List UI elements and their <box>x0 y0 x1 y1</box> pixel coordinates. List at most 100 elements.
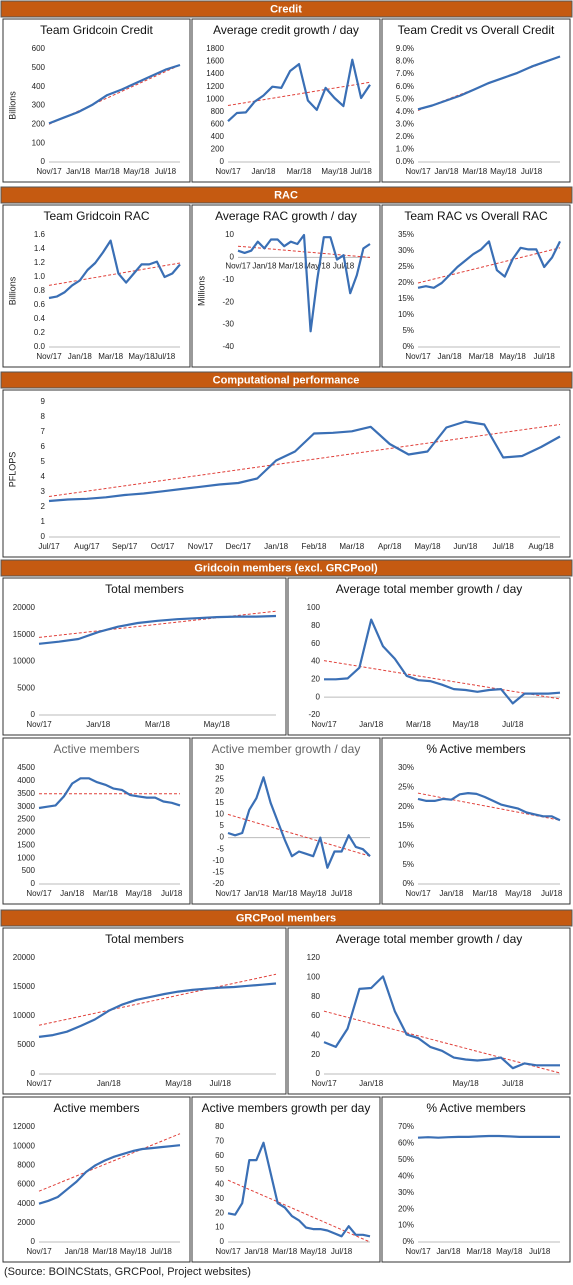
trend-line <box>48 424 561 497</box>
x-tick-label: Jul/18 <box>151 1247 173 1256</box>
y-tick-label: 1.2 <box>34 258 46 267</box>
y-tick-label: 7 <box>41 427 46 436</box>
y-tick-label: 20% <box>398 1204 414 1213</box>
x-tick-label: May/18 <box>165 1079 192 1088</box>
y-tick-label: 25% <box>398 782 414 791</box>
y-axis-label: PFLOPS <box>7 452 17 488</box>
y-tick-label: 0 <box>31 710 36 719</box>
y-tick-label: 3500 <box>17 789 35 798</box>
y-tick-label: -5 <box>217 844 225 853</box>
y-tick-label: 0 <box>41 157 46 166</box>
y-tick-label: 120 <box>307 953 321 962</box>
y-tick-label: -30 <box>222 320 234 329</box>
y-tick-label: 40 <box>311 1030 320 1039</box>
y-tick-label: 20% <box>398 278 414 287</box>
y-tick-label: 1000 <box>17 853 35 862</box>
chart-panel <box>381 1096 571 1263</box>
x-tick-label: Jul/18 <box>529 1247 551 1256</box>
chart-title: Active members growth per day <box>202 1101 371 1115</box>
data-line <box>38 777 181 810</box>
x-tick-label: May/18 <box>490 167 517 176</box>
y-tick-label: 20 <box>215 1208 224 1217</box>
data-line <box>38 1144 181 1205</box>
x-tick-label: Jul/17 <box>38 542 60 551</box>
x-tick-label: Jul/18 <box>541 889 563 898</box>
x-tick-label: Mar/18 <box>95 167 120 176</box>
y-tick-label: 6000 <box>17 1180 35 1189</box>
x-tick-label: Jan/18 <box>439 889 464 898</box>
x-tick-label: Jan/18 <box>68 352 93 361</box>
section-header <box>0 559 573 577</box>
y-tick-label: 10 <box>215 1223 224 1232</box>
data-line <box>237 233 371 333</box>
data-line <box>324 618 561 705</box>
x-tick-label: Apr/18 <box>378 542 402 551</box>
y-tick-label: 60 <box>311 639 320 648</box>
y-tick-label: 80 <box>311 621 320 630</box>
y-tick-label: 1500 <box>17 840 35 849</box>
y-axis-label: Billions <box>7 276 17 305</box>
x-tick-label: May/18 <box>496 1247 523 1256</box>
y-tick-label: 300 <box>32 101 46 110</box>
y-axis-label: Billions <box>7 91 17 120</box>
chart-title: Team Gridcoin Credit <box>40 23 153 37</box>
chart-title: % Active members <box>426 1101 525 1115</box>
x-tick-label: May/18 <box>300 1247 327 1256</box>
x-tick-label: Feb/18 <box>302 542 327 551</box>
y-tick-label: 0.8 <box>34 286 46 295</box>
x-tick-label: Mar/18 <box>98 352 123 361</box>
y-tick-label: -40 <box>222 342 234 351</box>
section-header <box>0 0 573 18</box>
chart-title: Average total member growth / day <box>336 582 523 596</box>
x-tick-label: Nov/17 <box>215 167 241 176</box>
y-tick-label: 1600 <box>206 57 224 66</box>
y-tick-label: 1 <box>41 517 46 526</box>
trend-line <box>417 247 561 284</box>
y-tick-label: 4000 <box>17 776 35 785</box>
x-tick-label: Mar/18 <box>469 352 494 361</box>
y-tick-label: 1800 <box>206 44 224 53</box>
x-tick-label: Nov/17 <box>405 1247 431 1256</box>
y-tick-label: 5.0% <box>396 94 414 103</box>
x-tick-label: Jun/18 <box>453 542 478 551</box>
x-tick-label: Jul/18 <box>502 1079 524 1088</box>
data-line <box>227 58 371 123</box>
y-tick-label: 25% <box>398 262 414 271</box>
x-tick-label: Jan/18 <box>251 167 276 176</box>
chart-panel <box>287 577 571 736</box>
x-tick-label: Oct/17 <box>151 542 175 551</box>
y-tick-label: 20 <box>215 786 224 795</box>
y-tick-label: 20 <box>311 1050 320 1059</box>
data-line <box>227 1141 371 1238</box>
x-tick-label: Jul/18 <box>154 352 176 361</box>
y-tick-label: 15% <box>398 821 414 830</box>
y-tick-label: -10 <box>222 275 234 284</box>
y-tick-label: 8000 <box>17 1160 35 1169</box>
y-tick-label: 35% <box>398 230 414 239</box>
y-tick-label: 40% <box>398 1171 414 1180</box>
x-tick-label: Jul/18 <box>333 262 355 271</box>
y-tick-label: 400 <box>211 132 225 141</box>
y-tick-label: 30% <box>398 1188 414 1197</box>
y-tick-label: 80 <box>311 992 320 1001</box>
x-tick-label: Nov/17 <box>215 1247 241 1256</box>
x-tick-label: Jan/18 <box>86 720 111 729</box>
x-tick-label: Jul/18 <box>502 720 524 729</box>
y-tick-label: 800 <box>211 107 225 116</box>
y-tick-label: 0 <box>220 1237 225 1246</box>
y-tick-label: 40 <box>215 1180 224 1189</box>
x-tick-label: Jan/18 <box>264 542 289 551</box>
data-line <box>417 792 561 822</box>
x-tick-label: Jul/18 <box>210 1079 232 1088</box>
y-tick-label: 400 <box>32 82 46 91</box>
y-tick-label: 2500 <box>17 815 35 824</box>
x-tick-label: Jul/18 <box>161 889 183 898</box>
y-tick-label: 0% <box>402 1237 414 1246</box>
chart-title: % Active members <box>426 742 525 756</box>
y-tick-label: 0.4 <box>34 314 46 323</box>
chart-panel <box>2 18 191 183</box>
y-tick-label: 70% <box>398 1122 414 1131</box>
y-tick-label: -10 <box>212 856 224 865</box>
x-tick-label: Jan/18 <box>252 262 277 271</box>
